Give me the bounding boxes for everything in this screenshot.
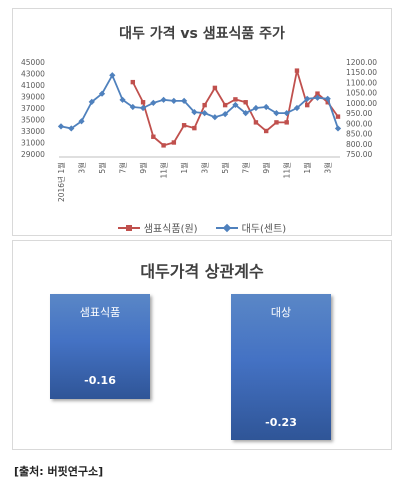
series-line-soybean [60,74,339,130]
legend-label-soybean: 대두(센트) [241,224,287,235]
x-tick-label: 9월 [138,162,148,174]
y-left-tick-label: 29000 [21,150,45,159]
data-point-soybean [180,97,188,104]
x-tick-label: 3월 [77,162,87,174]
x-tick-label: 7월 [118,162,128,174]
bar-value-sempio: -0.16 [84,374,116,387]
y-left-tick-label: 45000 [21,58,45,67]
data-point-sempio [305,102,310,108]
bar-label-sempio: 샘표식품 [79,306,121,319]
x-tick-label: 3월 [200,162,210,174]
data-point-sempio [171,140,177,145]
line-chart-panel: 대두 가격 vs 샘표식품 주가 45000 43000 41000 39000 370… [12,8,392,236]
x-tick-label: 2016년 1월 [56,162,66,202]
x-tick-label: 7월 [241,162,251,174]
data-point-soybean [98,90,106,97]
x-tick-label: 11월 [282,162,292,179]
data-point-sempio [263,128,269,134]
y-left-tick-label: 37000 [21,104,45,113]
data-point-sempio [284,120,289,125]
data-point-soybean [170,97,177,104]
data-point-sempio [315,91,320,96]
data-point-sempio [140,100,146,105]
data-point-sempio [202,102,207,108]
y-right-tick-label: 1100.00 [346,78,377,87]
source-note: [출처: 버핏연구소] [14,465,104,478]
data-point-soybean [334,125,342,132]
data-point-sempio [192,125,197,131]
data-point-soybean [232,101,239,109]
data-point-soybean [88,98,95,105]
data-point-soybean [119,96,126,103]
data-point-sempio [161,143,166,148]
y-right-tick-label: 750.00 [346,150,372,159]
line-chart-svg: 45000 43000 41000 39000 37000 35000 33000 31000… [21,58,377,202]
correlation-chart-title: 대두가격 상관계수 [140,262,264,281]
data-point-soybean [57,123,65,130]
data-point-soybean [139,104,147,112]
y-right-tick-label: 900.00 [346,119,372,128]
y-right-tick-label: 800.00 [346,140,372,149]
correlation-chart-panel: 대두가격 상관계수 샘표식품 -0.16 대상 -0.23 [12,240,392,450]
y-right-tick-label: 1050.00 [346,89,377,98]
bar-label-daesang: 대상 [270,306,292,319]
data-point-soybean [263,103,270,111]
data-point-sempio [243,100,248,105]
line-chart-title: 대두 가격 vs 샘표식품 주가 [119,26,285,42]
data-point-sempio [212,85,218,91]
data-point-sempio [335,114,341,119]
data-point-sempio [151,134,156,139]
legend-swatch-soybean [215,223,238,233]
data-point-sempio [130,79,136,85]
data-point-soybean [109,72,116,79]
data-point-soybean [78,118,85,125]
y-right-tick-label: 1150.00 [346,68,377,77]
data-point-sempio [294,68,300,73]
x-tick-label: 1월 [179,162,189,174]
y-left-tick-label: 43000 [21,70,45,79]
x-tick-label: 3월 [323,162,333,174]
x-tick-label: 5월 [220,162,230,174]
legend-item-soybean: 대두(센트) [215,220,287,235]
line-chart-legend: 샘표식품(원) 대두(센트) [13,220,391,235]
y-left-tick-label: 35000 [21,116,45,125]
y-left-tick-label: 33000 [21,127,45,136]
y-left-tick-label: 31000 [21,139,45,148]
y-right-tick-label: 950.00 [346,109,372,118]
x-tick-label: 9월 [261,162,271,174]
bar-sempio: 샘표식품 -0.16 [50,294,150,399]
bar-daesang: 대상 -0.23 [231,294,331,440]
x-tick-label: 5월 [97,162,107,174]
legend-swatch-sempio [117,223,140,233]
data-point-sempio [233,97,238,102]
data-point-sempio [253,120,259,125]
data-point-soybean [222,111,229,118]
legend-label-sempio: 샘표식품(원) [143,224,198,235]
y-right-tick-label: 850.00 [346,130,372,139]
x-tick-label: 11월 [159,162,169,179]
data-point-sempio [274,120,279,125]
legend-item-sempio: 샘표식품(원) [117,220,198,235]
data-point-soybean [150,99,157,107]
data-point-soybean [252,104,260,112]
y-left-tick-label: 39000 [21,93,45,102]
data-point-sempio [222,102,228,108]
data-point-sempio [181,123,187,128]
y-right-tick-label: 1000.00 [346,99,377,108]
x-tick-label: 1월 [302,162,312,174]
data-point-soybean [211,114,219,121]
data-point-soybean [201,109,208,117]
y-right-tick-label: 1200.00 [346,58,377,67]
data-point-soybean [68,125,75,132]
data-point-soybean [160,96,167,103]
y-left-tick-label: 41000 [21,81,45,90]
data-point-sempio [325,100,330,105]
bar-value-daesang: -0.23 [265,416,297,429]
